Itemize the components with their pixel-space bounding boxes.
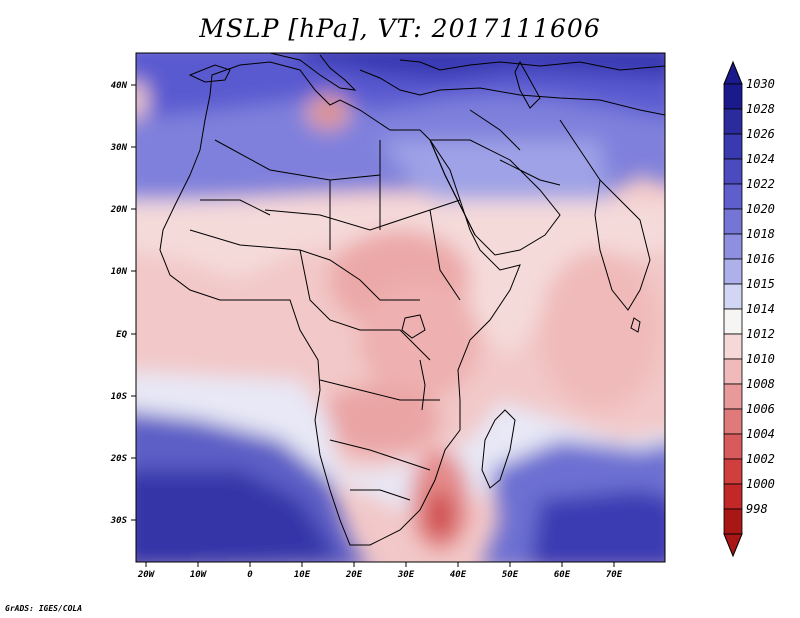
colorbar-label: 1024 bbox=[746, 152, 775, 166]
colorbar-swatch bbox=[723, 258, 743, 285]
lon-label-10e: 10E bbox=[294, 570, 311, 580]
lat-axis bbox=[131, 84, 136, 521]
lon-label-30e: 30E bbox=[397, 570, 415, 580]
colorbar-label: 1004 bbox=[746, 427, 775, 441]
map-title: MSLP [hPa], VT: 2017111606 bbox=[199, 14, 601, 43]
lon-label-40e: 40E bbox=[450, 570, 467, 580]
colorbar-swatch bbox=[723, 508, 743, 535]
colorbar-swatch bbox=[723, 283, 743, 310]
colorbar-label: 1012 bbox=[746, 327, 775, 341]
colorbar-label: 998 bbox=[746, 502, 768, 516]
lon-label-50e: 50E bbox=[502, 570, 519, 580]
colorbar-swatch bbox=[723, 158, 743, 185]
colorbar-swatch bbox=[723, 383, 743, 410]
colorbar-label: 1014 bbox=[746, 302, 775, 316]
lat-label-20n: 20N bbox=[110, 205, 128, 215]
lon-label-20w: 20W bbox=[137, 570, 156, 580]
colorbar-swatch bbox=[723, 133, 743, 160]
lat-label-10s: 10S bbox=[111, 392, 128, 402]
colorbar-swatch bbox=[723, 333, 743, 360]
colorbar-label: 1016 bbox=[746, 252, 775, 266]
colorbar-label: 1006 bbox=[746, 402, 775, 416]
lon-label-0: 0 bbox=[247, 570, 253, 580]
colorbar-label: 1010 bbox=[746, 352, 775, 366]
colorbar-label: 1030 bbox=[746, 77, 775, 91]
lat-label-40n: 40N bbox=[111, 81, 128, 91]
colorbar-swatch bbox=[723, 208, 743, 235]
pressure-field bbox=[136, 53, 665, 562]
colorbar-label: 1018 bbox=[746, 227, 775, 241]
colorbar-label: 1026 bbox=[746, 127, 775, 141]
lon-label-20e: 20E bbox=[345, 570, 363, 580]
lat-label-10n: 10N bbox=[111, 267, 128, 277]
lat-label-30n: 30N bbox=[110, 143, 128, 153]
colorbar-label: 1000 bbox=[746, 477, 775, 491]
colorbar-label: 1020 bbox=[746, 202, 775, 216]
colorbar-swatch bbox=[723, 483, 743, 510]
colorbar-swatch bbox=[723, 308, 743, 335]
colorbar-label: 1002 bbox=[746, 452, 775, 466]
lon-label-70e: 70E bbox=[606, 570, 623, 580]
map-frame bbox=[135, 52, 666, 563]
colorbar-swatch bbox=[723, 358, 743, 385]
colorbar-swatch bbox=[723, 408, 743, 435]
lon-axis bbox=[145, 562, 615, 567]
colorbar-swatch bbox=[723, 183, 743, 210]
colorbar-min-arrow bbox=[723, 533, 743, 558]
coastlines bbox=[159, 53, 665, 546]
lon-label-60e: 60E bbox=[554, 570, 571, 580]
colorbar-label: 1008 bbox=[746, 377, 775, 391]
lat-label-30s: 30S bbox=[110, 516, 128, 526]
colorbar-max-arrow bbox=[723, 60, 743, 85]
colorbar: 1030 1028 1026 1024 1022 1020 1018 1016 1015 1014… bbox=[723, 60, 775, 558]
colorbar-swatch bbox=[723, 233, 743, 260]
lon-label-10w: 10W bbox=[190, 570, 208, 580]
colorbar-swatch bbox=[723, 83, 743, 110]
lat-label-20s: 20S bbox=[110, 454, 128, 464]
colorbar-swatch bbox=[723, 458, 743, 485]
grads-credit: GrADS: IGES/COLA bbox=[5, 604, 83, 613]
colorbar-swatch bbox=[723, 108, 743, 135]
colorbar-label: 1028 bbox=[746, 102, 775, 116]
lat-label-eq: EQ bbox=[116, 330, 127, 340]
colorbar-swatch bbox=[723, 433, 743, 460]
colorbar-label: 1015 bbox=[746, 277, 775, 291]
colorbar-label: 1022 bbox=[746, 177, 775, 191]
